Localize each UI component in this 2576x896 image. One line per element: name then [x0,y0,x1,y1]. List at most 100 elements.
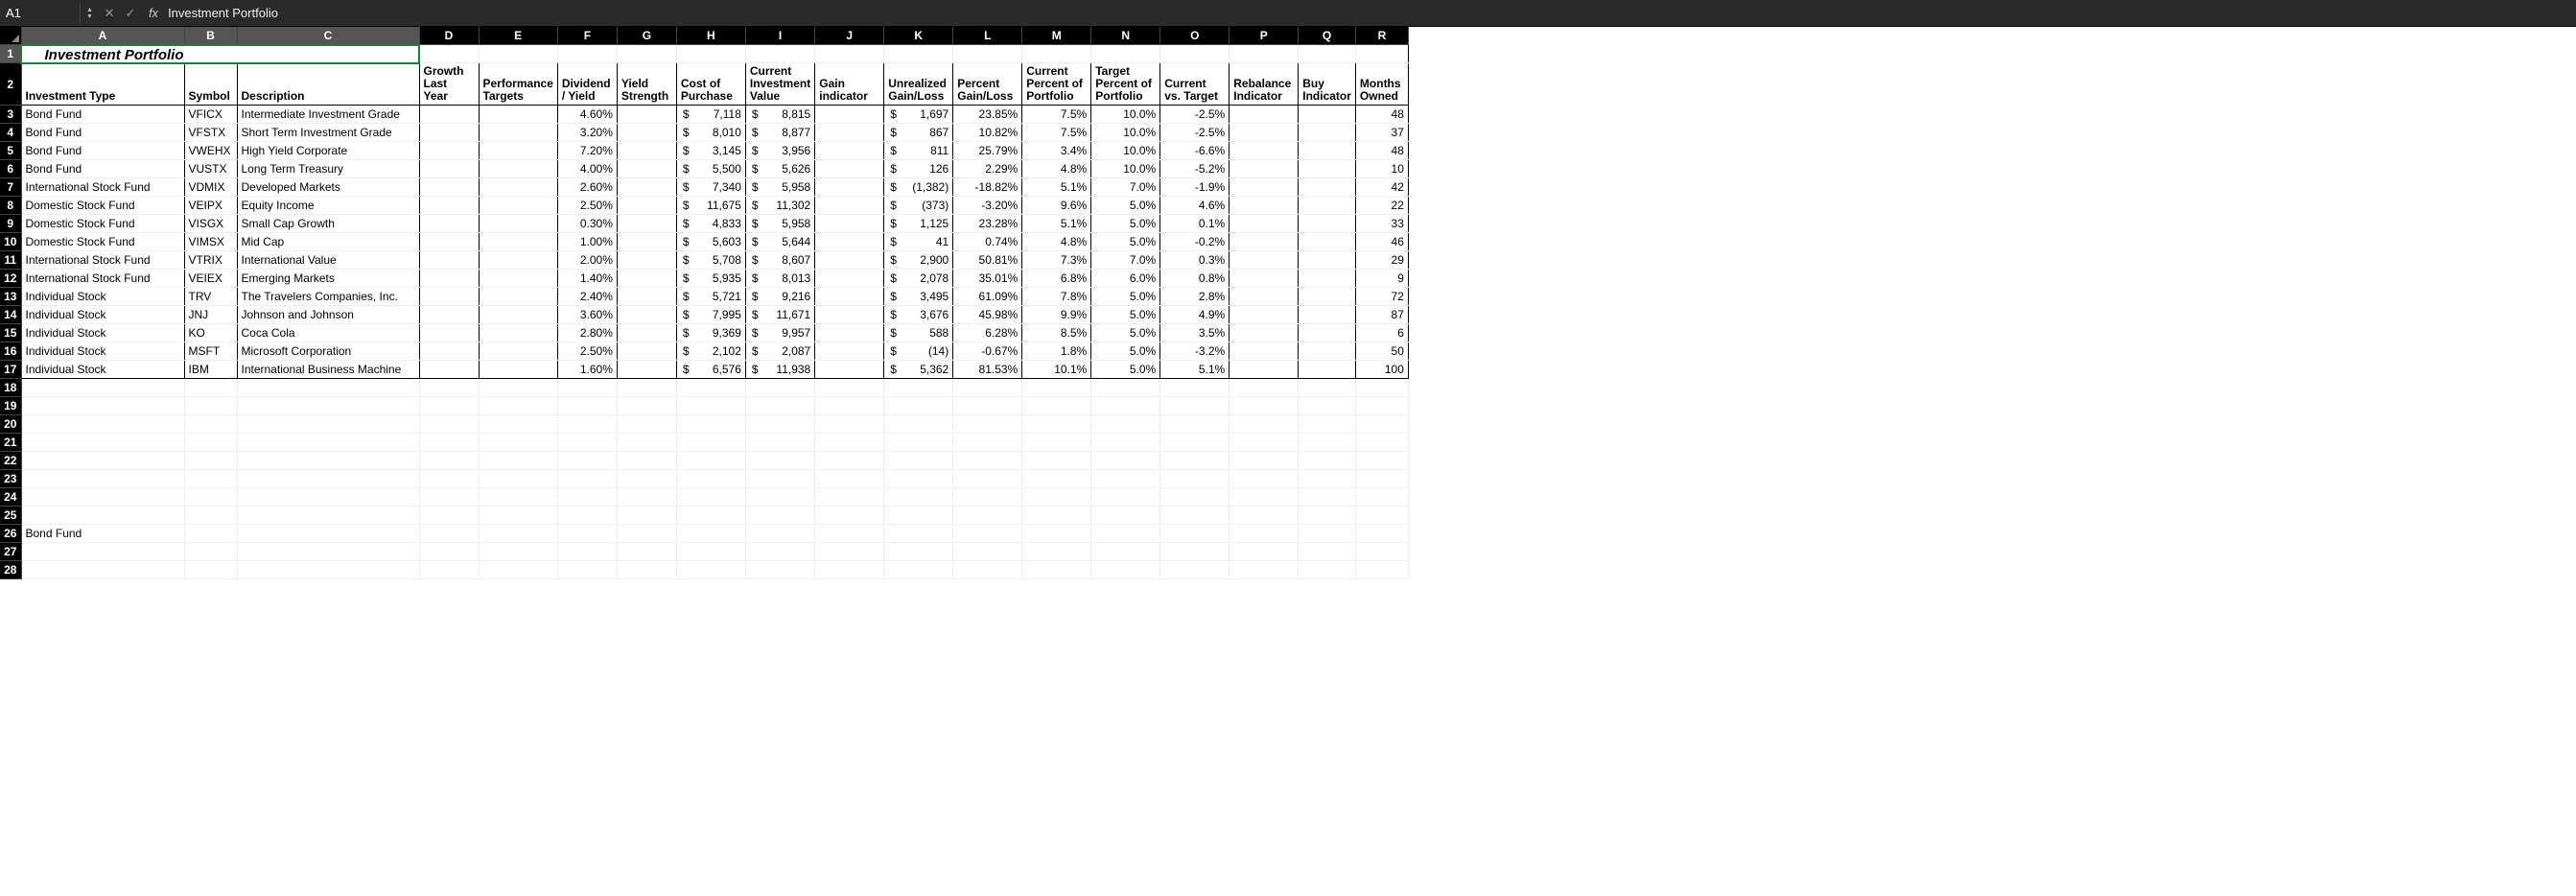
cell[interactable] [884,525,953,543]
cell[interactable] [815,233,884,251]
cell[interactable] [1299,251,1356,270]
col-header-F[interactable]: F [557,27,617,45]
col-header-H[interactable]: H [676,27,745,45]
header-cell[interactable]: Description [237,63,419,106]
cell[interactable] [1091,379,1160,397]
cell[interactable] [1229,470,1299,488]
header-cell[interactable]: Current vs. Target [1160,63,1229,106]
row-header-2[interactable]: 2 [0,63,21,106]
cell[interactable] [1299,106,1356,124]
cell[interactable] [676,507,745,525]
cell[interactable] [237,507,419,525]
cell[interactable] [1022,379,1091,397]
cell[interactable] [1299,543,1356,561]
cell[interactable] [1299,160,1356,178]
cell-cost[interactable]: $4,833 [676,215,745,233]
cell-ugl[interactable]: $2,078 [884,270,953,288]
cell-months[interactable]: 72 [1355,288,1408,306]
cell-tpp[interactable]: 5.0% [1091,324,1160,342]
cell[interactable] [815,561,884,579]
cell[interactable] [237,379,419,397]
cell[interactable] [1160,45,1229,63]
header-cell[interactable]: Performance Targets [479,63,557,106]
cell[interactable] [479,324,557,342]
col-header-L[interactable]: L [953,27,1022,45]
cell-symbol[interactable]: VIMSX [184,233,237,251]
cell-desc[interactable]: Johnson and Johnson [237,306,419,324]
cell[interactable] [745,379,814,397]
cell-desc[interactable]: Equity Income [237,197,419,215]
cell-tpp[interactable]: 5.0% [1091,215,1160,233]
cell[interactable] [676,470,745,488]
cell[interactable] [21,561,184,579]
header-cell[interactable]: Yield Strength [617,63,676,106]
cell[interactable] [1229,561,1299,579]
cell[interactable] [617,397,676,415]
cell[interactable] [884,45,953,63]
cell[interactable] [745,525,814,543]
header-cell[interactable]: Gain indicator [815,63,884,106]
cell[interactable] [1355,488,1408,507]
cell[interactable] [557,379,617,397]
row-header-11[interactable]: 11 [0,251,21,270]
cell-desc[interactable]: Coca Cola [237,324,419,342]
row-header-16[interactable]: 16 [0,342,21,361]
row-header-28[interactable]: 28 [0,561,21,579]
cell[interactable] [953,470,1022,488]
cell-cvt[interactable]: -6.6% [1160,142,1229,160]
cell[interactable] [815,525,884,543]
cell-desc[interactable]: Long Term Treasury [237,160,419,178]
row-header-9[interactable]: 9 [0,215,21,233]
cell-cvt[interactable]: 2.8% [1160,288,1229,306]
cell-curval[interactable]: $5,958 [745,215,814,233]
col-header-C[interactable]: C [237,27,419,45]
cell[interactable] [237,470,419,488]
cell-cost[interactable]: $7,118 [676,106,745,124]
cell[interactable] [1299,361,1356,379]
cell[interactable] [1229,288,1299,306]
cell[interactable] [419,270,479,288]
cell[interactable] [815,160,884,178]
header-cell[interactable]: Cost of Purchase [676,63,745,106]
row-header-26[interactable]: 26 [0,525,21,543]
row-header-6[interactable]: 6 [0,160,21,178]
cell[interactable] [617,361,676,379]
cell[interactable] [1229,106,1299,124]
cell-pgl[interactable]: 35.01% [953,270,1022,288]
cell-pgl[interactable]: -0.67% [953,342,1022,361]
cell[interactable] [1229,270,1299,288]
cell[interactable] [1022,488,1091,507]
cell[interactable] [184,561,237,579]
cell[interactable] [1355,525,1408,543]
cell[interactable] [676,525,745,543]
cell-divyield[interactable]: 2.50% [557,197,617,215]
cell[interactable] [1355,470,1408,488]
title-cell[interactable]: Investment Portfolio [21,45,419,63]
cell-curval[interactable]: $9,957 [745,324,814,342]
cell[interactable] [1229,197,1299,215]
cell[interactable] [1160,470,1229,488]
cell-months[interactable]: 87 [1355,306,1408,324]
cell-pgl[interactable]: -18.82% [953,178,1022,197]
cell[interactable] [953,379,1022,397]
cell-type[interactable]: Domestic Stock Fund [21,233,184,251]
header-cell[interactable]: Buy Indicator [1299,63,1356,106]
cell-type[interactable]: Bond Fund [21,160,184,178]
cell-cost[interactable]: $5,721 [676,288,745,306]
cell[interactable] [745,434,814,452]
cell[interactable] [1160,434,1229,452]
cell-type[interactable]: Individual Stock [21,306,184,324]
cell[interactable] [419,142,479,160]
cell-cpp[interactable]: 8.5% [1022,324,1091,342]
cell[interactable] [21,434,184,452]
cell[interactable] [419,488,479,507]
cell[interactable] [1022,415,1091,434]
cell[interactable] [884,470,953,488]
cell-curval[interactable]: $8,607 [745,251,814,270]
cell-type[interactable]: Domestic Stock Fund [21,215,184,233]
col-header-K[interactable]: K [884,27,953,45]
cell-cost[interactable]: $7,340 [676,178,745,197]
cell[interactable] [557,525,617,543]
cell[interactable] [745,543,814,561]
cell-cpp[interactable]: 4.8% [1022,160,1091,178]
